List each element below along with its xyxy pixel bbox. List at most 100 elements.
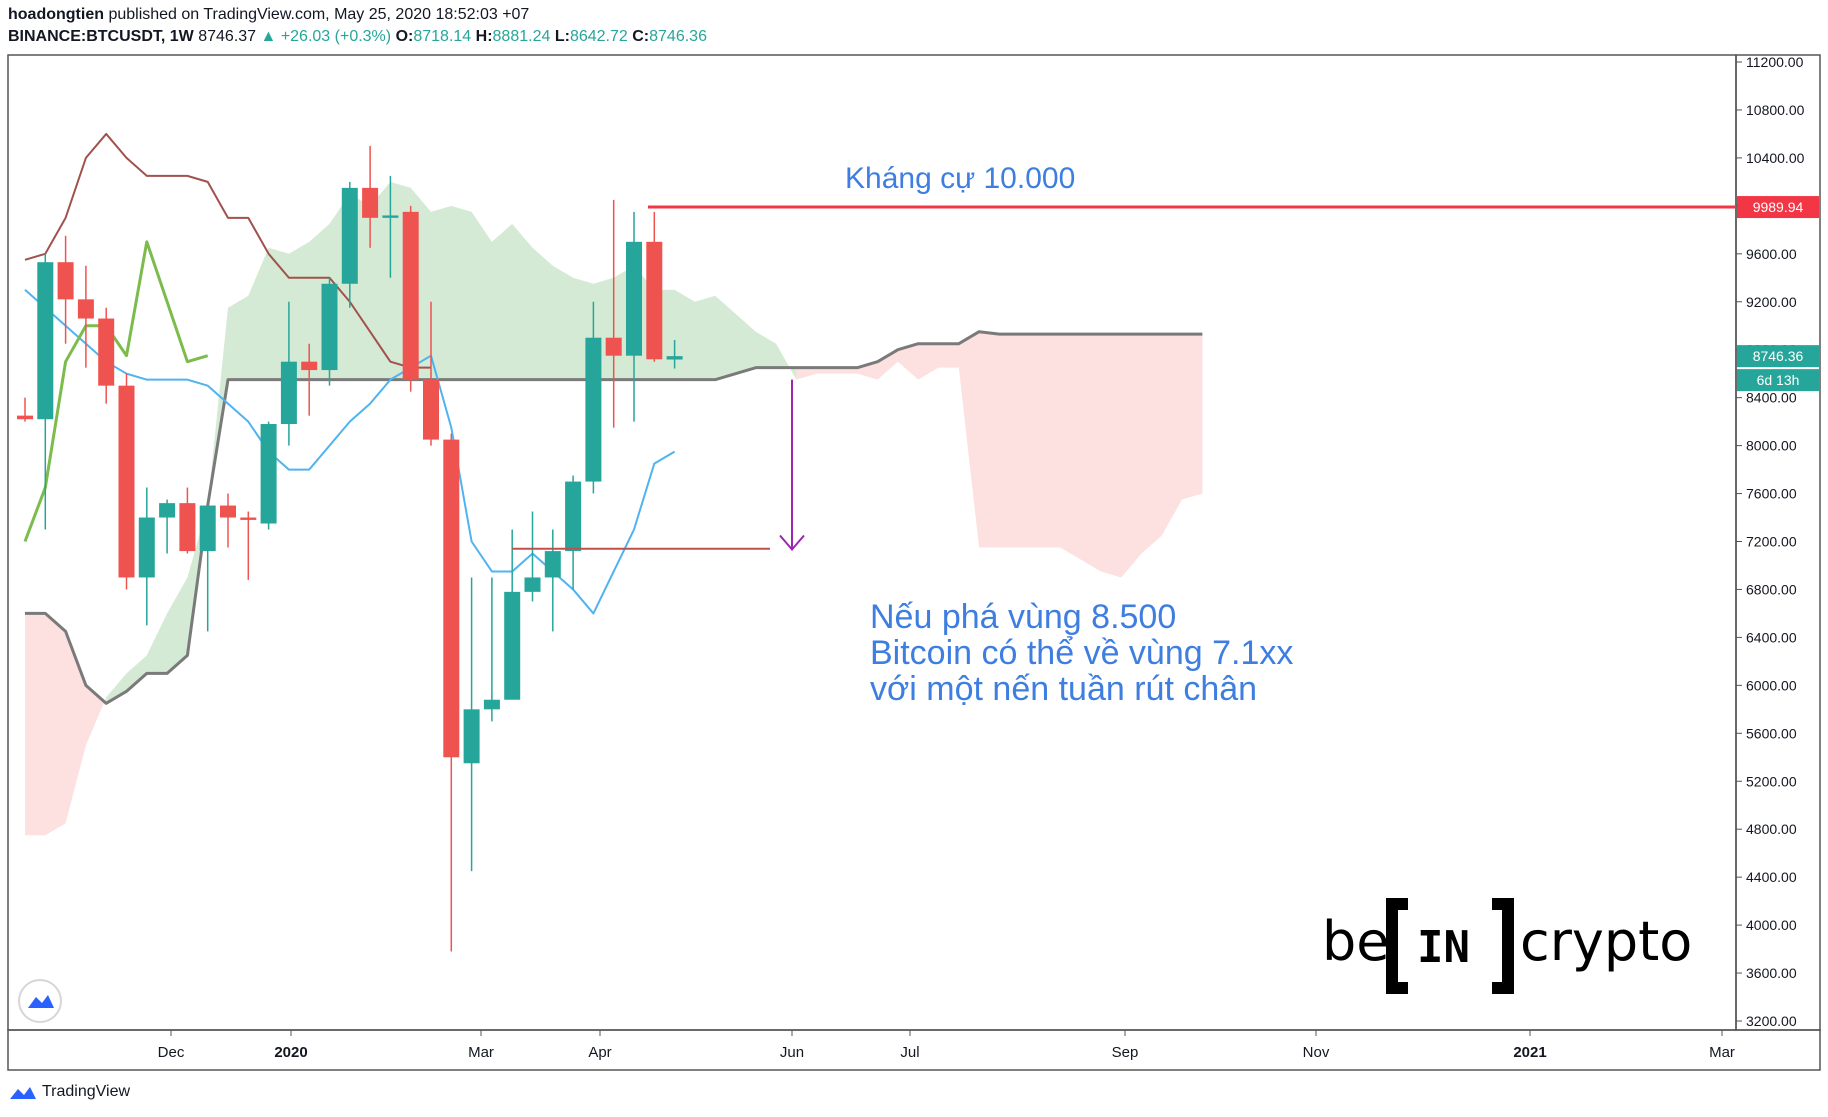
chart-frame xyxy=(7,54,1737,1031)
ichimoku-lines xyxy=(23,132,1203,705)
bullish-candle xyxy=(280,361,297,425)
price-tick-label: 6400.00 xyxy=(1746,629,1797,645)
price-tick-label: 7600.00 xyxy=(1746,486,1797,502)
bullish-candle xyxy=(199,505,216,552)
price-tick-label: 3600.00 xyxy=(1746,965,1797,981)
ichimoku-cloud xyxy=(25,181,1203,836)
symbol-info: BINANCE:BTCUSDT, 1W 8746.37 ▲ +26.03 (+0… xyxy=(8,26,707,48)
price-tick-label: 6800.00 xyxy=(1746,581,1797,597)
bearish-candle xyxy=(118,385,135,578)
bearish-candle xyxy=(98,318,115,386)
time-tick-label: Apr xyxy=(588,1044,611,1061)
tenkan-line xyxy=(24,289,676,615)
scenario-line-3: với một nến tuần rút chân xyxy=(870,670,1257,708)
levels xyxy=(512,205,1736,552)
time-axis-frame xyxy=(7,1029,1821,1071)
time-tick-label: 2020 xyxy=(274,1044,307,1061)
price-tick-label: 9200.00 xyxy=(1746,294,1797,310)
resistance-price-label: 9989.94 xyxy=(1753,199,1804,215)
down-arrow-head xyxy=(779,534,805,552)
bullish-candle xyxy=(463,709,480,764)
last-price: 8746.37 xyxy=(198,28,257,45)
low-value: 8642.72 xyxy=(569,28,628,45)
price-tick-label: 4000.00 xyxy=(1746,917,1797,933)
resistance-annotation: Kháng cự 10.000 xyxy=(845,162,1075,195)
senkou-span-b-line xyxy=(25,330,1203,705)
bullish-candle xyxy=(321,283,338,371)
bullish-candle xyxy=(585,337,602,482)
bullish-candle xyxy=(544,551,561,578)
close-label: C: xyxy=(632,28,650,45)
bullish-candle xyxy=(37,262,54,420)
time-tick-label: Dec xyxy=(158,1044,185,1061)
bar-countdown-label-bg xyxy=(1737,369,1819,392)
bullish-cloud xyxy=(106,181,797,704)
price-tick-label: 4400.00 xyxy=(1746,869,1797,885)
bullish-candle xyxy=(341,187,358,284)
tradingview-chart-logo-icon[interactable] xyxy=(18,979,62,1023)
bearish-candle xyxy=(423,379,439,440)
footer: TradingView xyxy=(8,1083,130,1101)
bullish-candle xyxy=(260,424,277,524)
price-tick-label: 11200.00 xyxy=(1746,54,1804,70)
price-tick-label: 4800.00 xyxy=(1746,821,1797,837)
price-tick-label: 8000.00 xyxy=(1746,438,1797,454)
price-tick-label: 5600.00 xyxy=(1746,725,1797,741)
bullish-candle xyxy=(382,215,399,218)
open-label: O: xyxy=(395,28,414,45)
time-tick-label: Nov xyxy=(1303,1044,1330,1061)
scenario-line-1: Nếu phá vùng 8.500 xyxy=(870,598,1176,636)
price-tick-label: 10800.00 xyxy=(1746,102,1805,118)
bearish-candle xyxy=(605,337,622,356)
bullish-candle xyxy=(524,577,541,592)
scenario-line-2: Bitcoin có thể về vùng 7.1xx xyxy=(870,634,1293,672)
bullish-candle xyxy=(483,699,500,710)
tradingview-logo-icon[interactable] xyxy=(8,1083,38,1101)
bullish-candle xyxy=(138,517,155,578)
time-tick-label: Mar xyxy=(468,1044,494,1061)
tradingview-brand[interactable]: TradingView xyxy=(42,1083,131,1100)
publish-date: published on TradingView.com, May 25, 20… xyxy=(108,6,530,23)
price-change: ▲ +26.03 (+0.3%) xyxy=(260,28,392,45)
price-tick-label: 7200.00 xyxy=(1746,534,1797,550)
high-label: H: xyxy=(475,28,493,45)
bullish-candle xyxy=(159,503,176,518)
bearish-candle xyxy=(443,439,460,758)
high-value: 8881.24 xyxy=(492,28,551,45)
candles xyxy=(17,145,683,952)
time-tick-label: Jul xyxy=(900,1044,919,1061)
price-tick-label: 6000.00 xyxy=(1746,677,1797,693)
publisher-name[interactable]: hoadongtien xyxy=(8,6,104,23)
resistance-price-label-bg xyxy=(1737,196,1819,219)
bearish-cloud xyxy=(796,331,1203,578)
bullish-candle xyxy=(504,591,521,700)
bearish-candle xyxy=(57,262,74,300)
bearish-candle xyxy=(179,503,196,552)
time-tick-label: Sep xyxy=(1112,1044,1139,1061)
bearish-candle xyxy=(402,211,419,380)
publish-info: hoadongtien published on TradingView.com… xyxy=(8,4,707,26)
bearish-candle xyxy=(646,241,663,360)
svg-text:crypto: crypto xyxy=(1520,910,1692,973)
close-value: 8746.36 xyxy=(649,28,707,45)
time-tick-label: 2021 xyxy=(1513,1044,1546,1061)
bearish-candle xyxy=(220,505,236,518)
bullish-candle xyxy=(666,356,683,360)
price-tick-label: 5200.00 xyxy=(1746,773,1797,789)
price-tick-label: 9600.00 xyxy=(1746,246,1797,262)
symbol-name[interactable]: BINANCE:BTCUSDT, 1W xyxy=(8,28,194,45)
low-label: L: xyxy=(554,28,570,45)
price-axis-frame xyxy=(1735,54,1821,1031)
price-tick-label: 3200.00 xyxy=(1746,1013,1797,1029)
time-axis[interactable]: Dec 2020 Mar Apr Jun Jul Sep Nov 2021 Mar xyxy=(158,1030,1735,1061)
bullish-candle xyxy=(626,241,642,356)
chikou-line xyxy=(23,240,209,543)
bearish-candle xyxy=(77,299,94,319)
last-price-label-bg xyxy=(1737,345,1819,368)
svg-text:be: be xyxy=(1322,910,1390,973)
beincrypto-logo: be IN crypto xyxy=(1322,898,1692,994)
price-tick-label: 10400.00 xyxy=(1746,150,1805,166)
bearish-candle xyxy=(240,517,257,520)
chart-header: hoadongtien published on TradingView.com… xyxy=(8,4,707,48)
